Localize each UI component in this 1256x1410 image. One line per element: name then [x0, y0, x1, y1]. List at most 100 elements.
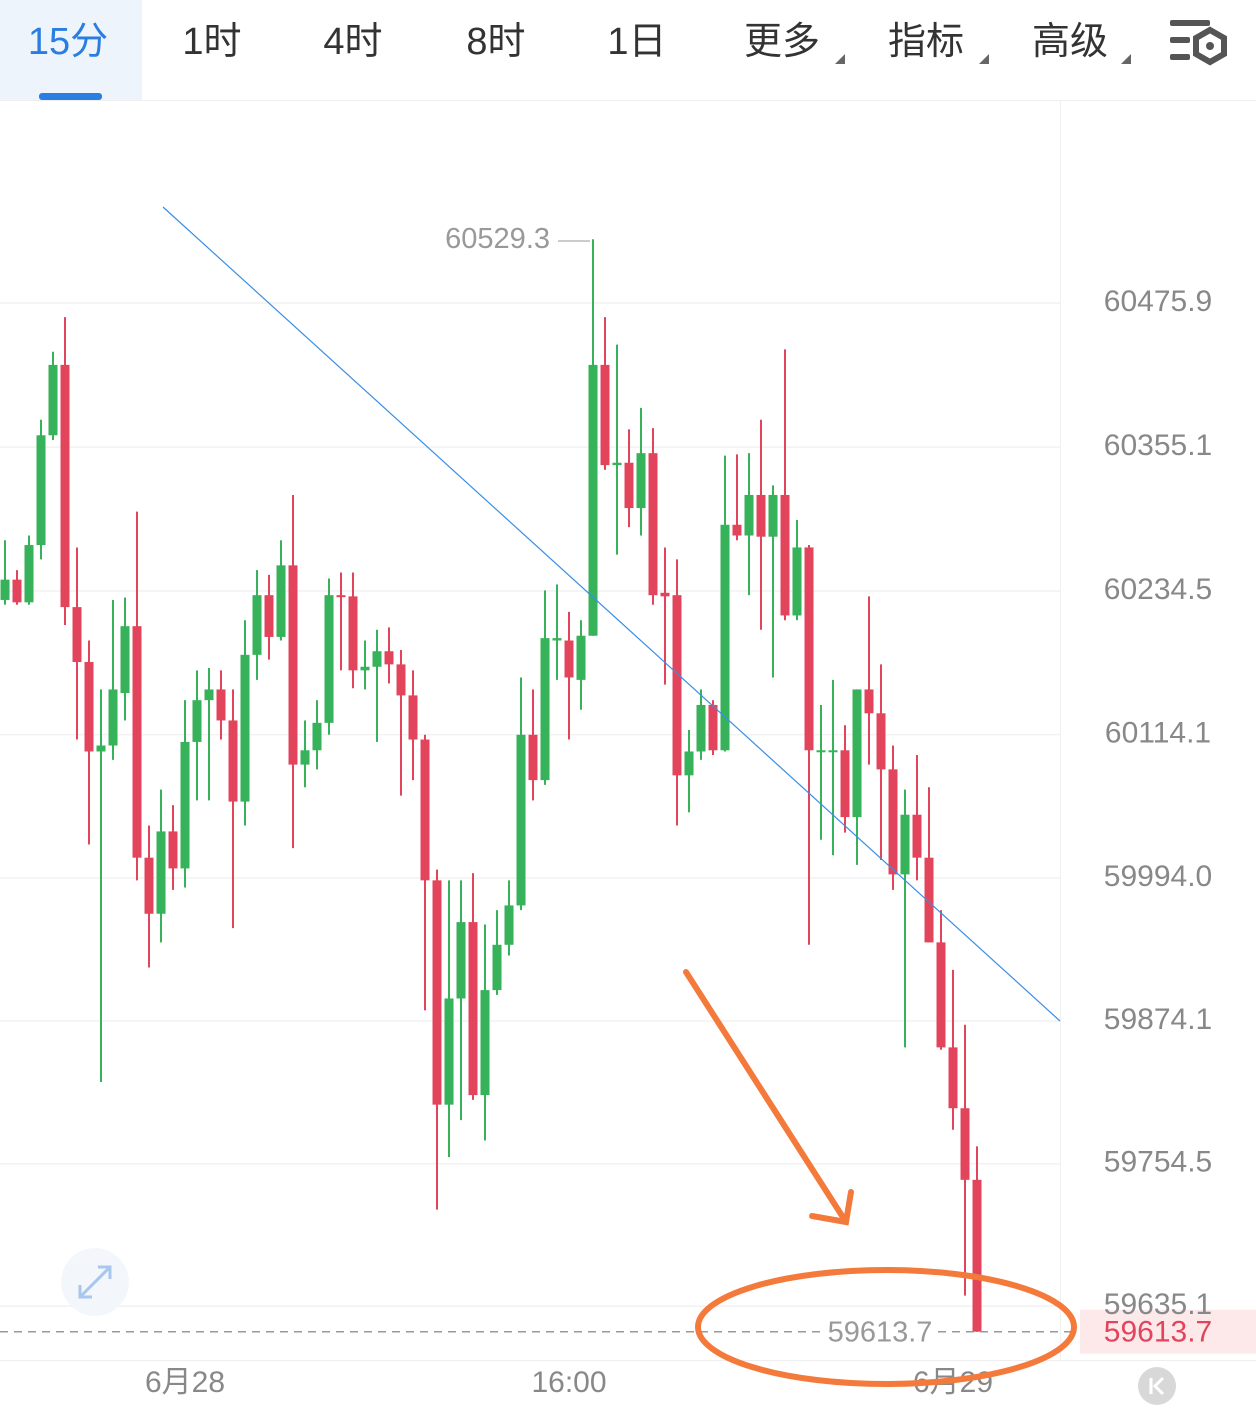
active-tab-bg	[0, 0, 142, 100]
candle-body	[60, 364, 70, 608]
tab-bar: 15分 1时 4时 8时 1日 更多 指标 高级	[28, 21, 1108, 63]
candle-body	[444, 998, 454, 1105]
candle-body	[672, 595, 682, 776]
tab[interactable]: 15分	[28, 21, 108, 63]
candle-body	[180, 741, 190, 869]
y-tick-label: 59635.1	[1104, 1288, 1212, 1321]
last-price-mid-bg	[822, 1316, 938, 1347]
candle-body	[48, 364, 58, 436]
candle-body	[528, 734, 538, 781]
candle-body	[624, 462, 634, 509]
scroll-latest-button[interactable]	[1138, 1367, 1176, 1405]
candle-body	[816, 750, 826, 753]
candle-body	[840, 750, 850, 818]
candle-body	[96, 745, 106, 752]
tab[interactable]: 1时	[182, 21, 241, 63]
candle-body	[900, 814, 910, 875]
settings-icon[interactable]	[1170, 20, 1227, 66]
x-tick-label: 16:00	[531, 1366, 606, 1399]
candle-body	[240, 654, 250, 802]
dropdown-caret	[1121, 54, 1131, 64]
candle-body	[372, 651, 382, 667]
candle-body	[720, 524, 730, 751]
candle-body	[156, 831, 166, 914]
candle-body	[120, 626, 130, 694]
y-tick-label: 60114.1	[1105, 717, 1211, 750]
y-axis: 60475.9 60355.1 60234.5 60114.1 59994.0 59874…	[1104, 285, 1212, 1321]
candle-body	[36, 435, 46, 546]
candle-body	[492, 944, 502, 991]
candle-body	[804, 547, 814, 751]
hand-annotation	[683, 969, 1077, 1387]
candle-body	[312, 722, 322, 751]
candle-body	[288, 565, 298, 765]
candle-body	[636, 453, 646, 509]
tab[interactable]: 指标	[888, 21, 964, 63]
candle-body	[456, 922, 466, 999]
candle-body	[516, 734, 526, 906]
grid	[0, 302, 1060, 1307]
tab[interactable]: 1日	[607, 21, 666, 63]
candle-body	[876, 713, 886, 770]
candle-body	[852, 689, 862, 818]
candle-body	[972, 1179, 982, 1332]
tab[interactable]: 更多	[744, 21, 820, 63]
last-price-mid-label: 59613.7	[828, 1316, 933, 1348]
candle-body	[192, 700, 202, 742]
candle-body	[252, 595, 262, 655]
candle-body	[264, 595, 274, 637]
last-price-label: 59613.7	[1104, 1316, 1212, 1349]
candle-body	[144, 857, 154, 914]
candle-body	[660, 592, 670, 597]
candle-body	[708, 704, 718, 751]
candle-body	[864, 689, 874, 714]
trend-line	[162, 206, 1061, 1022]
candle-body	[324, 595, 334, 723]
candle-body	[204, 689, 214, 701]
last-price-bg	[1080, 1309, 1256, 1354]
candle-body	[360, 666, 370, 671]
candle-body	[960, 1108, 970, 1180]
candle-body	[300, 750, 310, 765]
candle-body	[168, 831, 178, 869]
candle-body	[480, 990, 490, 1096]
y-tick-label: 60234.5	[1104, 573, 1212, 606]
candle-body	[420, 739, 430, 881]
candle-body	[756, 494, 766, 537]
candle-body	[0, 579, 10, 600]
candle-body	[696, 704, 706, 752]
candle-body	[648, 453, 658, 596]
candle-body	[216, 689, 226, 721]
candle-body	[24, 545, 34, 603]
candles	[0, 239, 982, 1332]
candle-body	[600, 364, 610, 466]
candle-body	[468, 922, 478, 1096]
candle-body	[336, 595, 346, 598]
candle-body	[744, 494, 754, 536]
candle-body	[276, 565, 286, 637]
tab[interactable]: 8时	[466, 21, 525, 63]
tab[interactable]: 4时	[323, 21, 382, 63]
candle-body	[792, 547, 802, 616]
candle-body	[612, 462, 622, 466]
candle-body	[552, 638, 562, 641]
high-label: 60529.3	[445, 223, 550, 255]
candle-body	[888, 769, 898, 875]
y-tick-label: 59874.1	[1104, 1003, 1212, 1036]
candle-body	[732, 524, 742, 536]
active-tab-indicator	[39, 93, 102, 100]
expand-button[interactable]	[61, 1248, 129, 1316]
candle-body	[576, 635, 586, 680]
x-tick-label: 6月28	[145, 1366, 225, 1399]
candle-body	[948, 1047, 958, 1109]
tab[interactable]: 高级	[1032, 21, 1108, 63]
y-tick-label: 59754.5	[1104, 1146, 1212, 1179]
candle-body	[396, 664, 406, 696]
y-tick-label: 60475.9	[1104, 285, 1212, 318]
candle-body	[564, 640, 574, 678]
candle-body	[540, 638, 550, 781]
candle-body	[384, 651, 394, 665]
dropdown-caret	[835, 54, 845, 64]
dropdown-caret	[979, 54, 989, 64]
